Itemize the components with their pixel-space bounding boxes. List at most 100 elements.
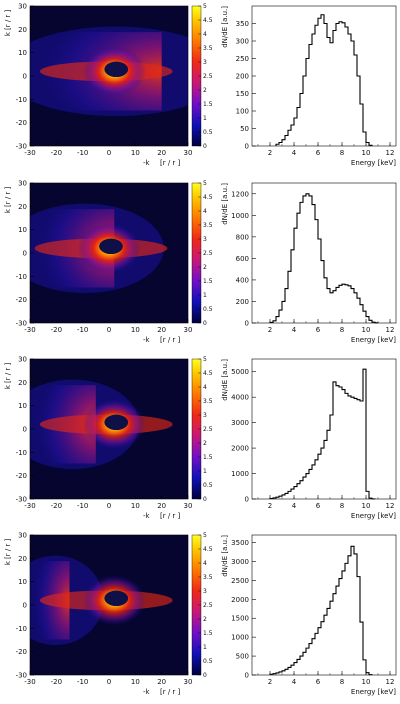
y-tick-label: 100 — [236, 108, 249, 116]
y-axis-label-group: dN/dE [a.u.] — [221, 359, 229, 401]
colorbar-tick-label: 3 — [203, 59, 207, 66]
x-tick-label: -30 — [24, 326, 35, 334]
y-tick-label: 0 — [23, 250, 27, 258]
x-tick-label: 30 — [184, 326, 193, 334]
heatmap-area — [30, 6, 188, 146]
x-tick-label: 2 — [268, 149, 272, 157]
histogram-line — [269, 368, 376, 500]
x-tick-label: -30 — [24, 678, 35, 686]
x-tick-label: -30 — [24, 149, 35, 157]
colorbar-tick-label: 4 — [203, 208, 207, 215]
colorbar-tick-label: 3.5 — [203, 222, 213, 229]
x-tick-label: 4 — [292, 149, 297, 157]
colorbar-tick-label: 0.5 — [203, 129, 213, 136]
y-tick-label: 0 — [245, 143, 249, 151]
x-tick-label: 8 — [340, 326, 344, 334]
y-tick-label: -30 — [16, 672, 27, 680]
colorbar-tick-label: 2 — [203, 264, 207, 271]
y-tick-label: 5000 — [231, 368, 249, 376]
x-axis-unit: [r / r ] — [160, 159, 181, 167]
heatmap-panel-3: -30 -20 -10 0 10 20 303020100-10-20-3054.543.5… — [4, 356, 213, 521]
colorbar-tick-label: 3.5 — [203, 574, 213, 581]
y-tick-label: 1000 — [231, 634, 249, 642]
x-tick-label: 6 — [316, 502, 321, 510]
y-axis-label: k — [4, 208, 12, 213]
colorbar-tick-label: 0.5 — [203, 482, 213, 489]
x-tick-label: 6 — [316, 678, 321, 686]
y-tick-label: 2000 — [231, 596, 249, 604]
heatmap-area — [30, 535, 188, 675]
y-tick-label: -20 — [16, 648, 27, 656]
x-axis-label: -k — [143, 336, 151, 344]
x-tick-label: -30 — [24, 502, 35, 510]
heatmap-area — [30, 183, 188, 323]
y-axis-label-group: k[r / r ] — [4, 362, 12, 389]
colorbar-tick-label: 0 — [203, 143, 207, 150]
y-tick-label: 10 — [18, 578, 27, 586]
heatmap-area — [30, 359, 188, 499]
y-tick-label: 30 — [18, 532, 27, 540]
colorbar-tick-label: 3.5 — [203, 45, 213, 52]
x-tick-label: 6 — [316, 149, 321, 157]
colorbar — [192, 183, 201, 323]
y-tick-label: 1000 — [231, 470, 249, 478]
x-tick-label: -10 — [77, 678, 88, 686]
x-tick-label: 12 — [386, 149, 395, 157]
histogram-line — [269, 193, 379, 324]
x-tick-label: 30 — [184, 149, 193, 157]
colorbar-tick-label: 3 — [203, 236, 207, 243]
histogram-panel-3: 2 4 6 8 10 12 0 1000 2000 3000 4000 5000 Energy [keV… — [221, 358, 397, 520]
y-tick-label: 0 — [23, 602, 27, 610]
colorbar — [192, 535, 201, 675]
y-tick-label: 300 — [236, 38, 249, 46]
y-tick-label: -20 — [16, 296, 27, 304]
y-tick-label: 20 — [18, 555, 27, 563]
colorbar-tick-label: 4.5 — [203, 17, 213, 24]
histogram-panel-1: 2 4 6 8 10 12 0 50 100 150 200 250 300 350 Energy [keV… — [221, 5, 397, 167]
y-axis-unit: [r / r ] — [4, 362, 12, 383]
x-tick-label: 10 — [362, 326, 371, 334]
x-tick-label: 10 — [362, 678, 371, 686]
colorbar-tick-label: 3 — [203, 412, 207, 419]
heatmap-core-hole — [104, 590, 129, 607]
y-tick-label: 30 — [18, 180, 27, 188]
y-axis-label: dN/dE [a.u.] — [221, 183, 229, 225]
y-tick-label: 0 — [245, 496, 249, 504]
colorbar-tick-label: 2.5 — [203, 250, 213, 257]
x-tick-label: 6 — [316, 326, 321, 334]
y-axis-unit: [r / r ] — [4, 538, 12, 559]
y-tick-label: 800 — [236, 233, 249, 241]
x-tick-label: -20 — [51, 678, 62, 686]
x-tick-label: 10 — [131, 678, 140, 686]
x-tick-label: 12 — [386, 326, 395, 334]
x-tick-label: -20 — [51, 326, 62, 334]
histogram-frame — [251, 182, 397, 324]
y-tick-label: 30 — [18, 356, 27, 364]
x-axis-unit: [r / r ] — [160, 336, 181, 344]
x-tick-label: 0 — [107, 678, 111, 686]
x-tick-label: 4 — [292, 502, 297, 510]
y-tick-label: 20 — [18, 203, 27, 211]
y-tick-label: -10 — [16, 96, 27, 104]
y-axis-label-group: k[r / r ] — [4, 186, 12, 213]
y-tick-label: 50 — [240, 125, 249, 133]
x-tick-label: 20 — [157, 326, 166, 334]
colorbar-tick-label: 0 — [203, 320, 207, 327]
y-axis-label-group: dN/dE [a.u.] — [221, 6, 229, 48]
colorbar-tick-label: 1 — [203, 115, 207, 122]
y-tick-label: -10 — [16, 273, 27, 281]
y-tick-label: 2500 — [231, 577, 249, 585]
x-tick-label: 4 — [292, 678, 297, 686]
y-tick-label: 1000 — [231, 212, 249, 220]
x-axis-label: -k — [143, 512, 151, 520]
x-tick-label: 8 — [340, 149, 344, 157]
histogram-frame — [251, 534, 397, 676]
colorbar-tick-label: 1.5 — [203, 630, 213, 637]
heatmap-panel-2: -30 -20 -10 0 10 20 303020100-10-20-3054.543.5… — [4, 180, 213, 345]
colorbar-tick-label: 5 — [203, 3, 207, 10]
x-tick-label: 2 — [268, 502, 272, 510]
x-tick-label: 30 — [184, 678, 193, 686]
x-tick-label: 12 — [386, 678, 395, 686]
y-axis-label: dN/dE [a.u.] — [221, 359, 229, 401]
x-tick-label: 10 — [131, 326, 140, 334]
